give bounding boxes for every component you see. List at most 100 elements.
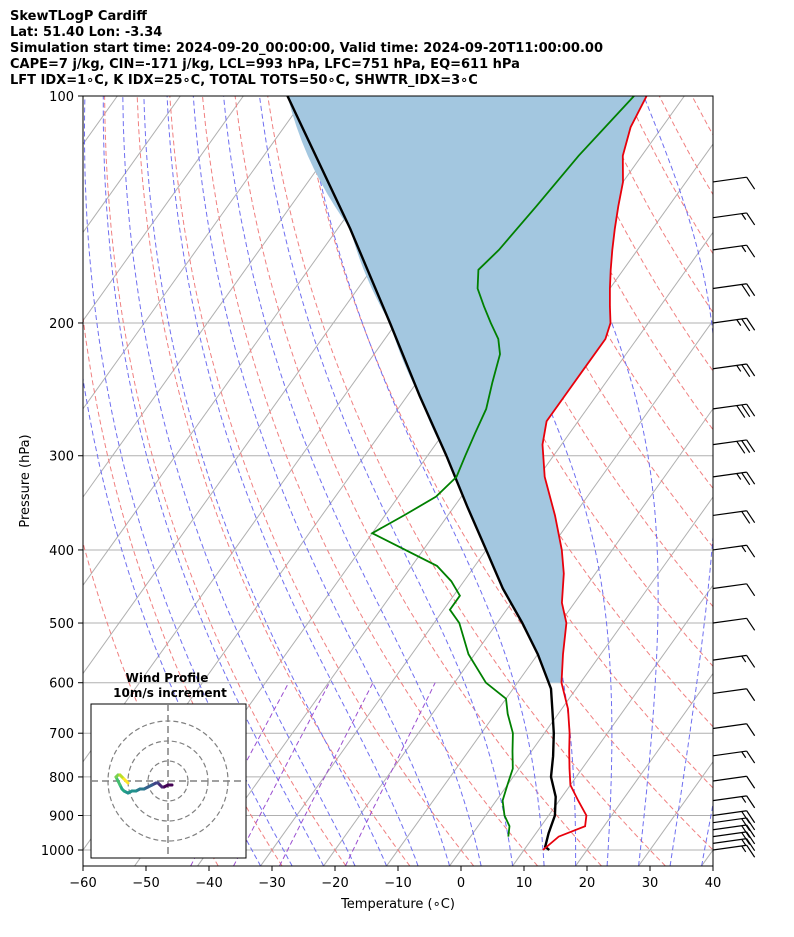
wind-profile-inset: Wind Profile 10m/s increment: [90, 671, 247, 859]
chart-header: SkewTLogP Cardiff Lat: 51.40 Lon: -3.34 …: [10, 9, 603, 89]
wind-barb: [712, 583, 756, 597]
wind-barb: [712, 212, 756, 226]
isotherm-line: [83, 96, 307, 410]
x-tick-label: −20: [321, 876, 348, 891]
location-line: Lat: 51.40 Lon: -3.34: [10, 25, 163, 40]
wind-barb: [712, 403, 756, 418]
isotherm-line: [83, 96, 181, 234]
dry-adiabat-line: [234, 96, 602, 866]
wind-barb: [712, 244, 756, 258]
moist-adiabat-line: [122, 96, 356, 866]
moist-adiabat-line: [192, 96, 451, 866]
wind-barb: [712, 176, 756, 190]
dry-adiabat-line: [83, 540, 219, 866]
wind-barb: [712, 471, 756, 486]
wind-barb: [712, 723, 756, 737]
profiles: [286, 96, 648, 851]
dry-adiabat-line: [169, 96, 475, 866]
hodograph-segment: [124, 779, 130, 785]
chart-title: SkewTLogP Cardiff: [10, 9, 147, 24]
wind-barb: [712, 510, 756, 524]
moist-adiabat-line: [302, 96, 545, 866]
hodograph-ring: [147, 760, 189, 802]
y-tick-label: 1000: [41, 844, 74, 859]
x-tick-label: 10: [516, 876, 533, 891]
x-tick-label: 20: [579, 876, 596, 891]
x-tick-label: 40: [705, 876, 722, 891]
x-tick-label: −40: [195, 876, 222, 891]
wind-barb: [712, 838, 756, 851]
isotherm-line: [449, 496, 713, 866]
dry-adiabat-line: [658, 96, 713, 196]
y-tick-label: 200: [49, 317, 74, 332]
wind-barb: [712, 544, 756, 558]
y-axis-label: Pressure (hPa): [18, 434, 33, 527]
y-tick-label: 100: [49, 90, 74, 105]
temperature-profile-line: [541, 96, 648, 851]
moist-adiabat-line: [84, 96, 293, 866]
inset-subtitle: 10m/s increment: [113, 686, 227, 700]
y-tick-label: 600: [49, 677, 74, 692]
inset-title: Wind Profile: [126, 671, 209, 685]
x-axis: −60 −50 −40 −30 −20 −10 0 10 20 30 40: [69, 866, 721, 891]
y-axis: 1000 900 800 700 600 500 400 300 200 100: [41, 90, 83, 859]
isotherm-line: [83, 96, 433, 587]
x-tick-label: −50: [132, 876, 159, 891]
y-tick-label: 700: [49, 727, 74, 742]
params-line-1: CAPE=7 j/kg, CIN=-171 j/kg, LCL=993 hPa,…: [10, 57, 520, 72]
wind-barb: [712, 844, 756, 858]
wind-barb: [712, 283, 756, 297]
parcel-profile-line: [286, 96, 557, 851]
x-axis-label: Temperature (∘C): [340, 897, 455, 912]
wind-barb: [712, 795, 756, 809]
moist-adiabat-line: [143, 96, 388, 866]
wind-barbs: [712, 176, 756, 858]
dewpoint-profile-line: [370, 96, 635, 837]
isotherm-line: [512, 584, 713, 866]
mixing-ratio-line: [344, 682, 436, 866]
times-line: Simulation start time: 2024-09-20_00:00:…: [10, 41, 603, 56]
wind-barb: [712, 831, 756, 845]
y-tick-label: 900: [49, 809, 74, 824]
moist-adiabat-line: [166, 96, 419, 866]
x-tick-label: −60: [69, 876, 96, 891]
wind-barb: [712, 810, 756, 824]
dry-adiabat-line: [267, 96, 666, 866]
wind-barb: [712, 688, 756, 702]
dry-adiabat-line: [495, 96, 713, 490]
dry-adiabat-line: [104, 96, 347, 866]
mixing-ratio-line: [233, 682, 330, 866]
wind-barb: [712, 654, 756, 668]
wind-barb: [712, 775, 756, 789]
dry-adiabat-line: [593, 96, 713, 314]
dry-adiabat-line: [725, 96, 794, 866]
isotherm-line: [575, 672, 713, 866]
y-tick-label: 500: [49, 617, 74, 632]
cape-fill: [287, 96, 647, 683]
moist-adiabat-line: [223, 96, 482, 866]
cape-area: [287, 96, 647, 683]
x-tick-label: −30: [258, 876, 285, 891]
wind-barb: [712, 363, 756, 378]
params-line-2: LFT IDX=1∘C, K IDX=25∘C, TOTAL TOTS=50∘C…: [10, 73, 478, 88]
y-tick-label: 300: [49, 450, 74, 465]
isotherm-line: [323, 319, 713, 866]
background-lines: [83, 96, 794, 866]
y-tick-label: 800: [49, 771, 74, 786]
wind-barb: [712, 750, 756, 764]
wind-barb: [712, 439, 756, 454]
isotherm-line: [83, 96, 370, 498]
wind-barb: [712, 317, 756, 332]
moist-adiabat-line: [102, 96, 325, 866]
mixing-ratio-line: [279, 682, 374, 866]
x-tick-label: 0: [457, 876, 465, 891]
dry-adiabat-line: [83, 313, 283, 866]
wind-barb: [712, 617, 756, 631]
y-tick-label: 400: [49, 544, 74, 559]
isotherm-line: [83, 96, 244, 322]
isotherm-line: [765, 96, 794, 866]
x-tick-label: −10: [384, 876, 411, 891]
dry-adiabat-line: [528, 96, 713, 431]
x-tick-label: 30: [642, 876, 659, 891]
